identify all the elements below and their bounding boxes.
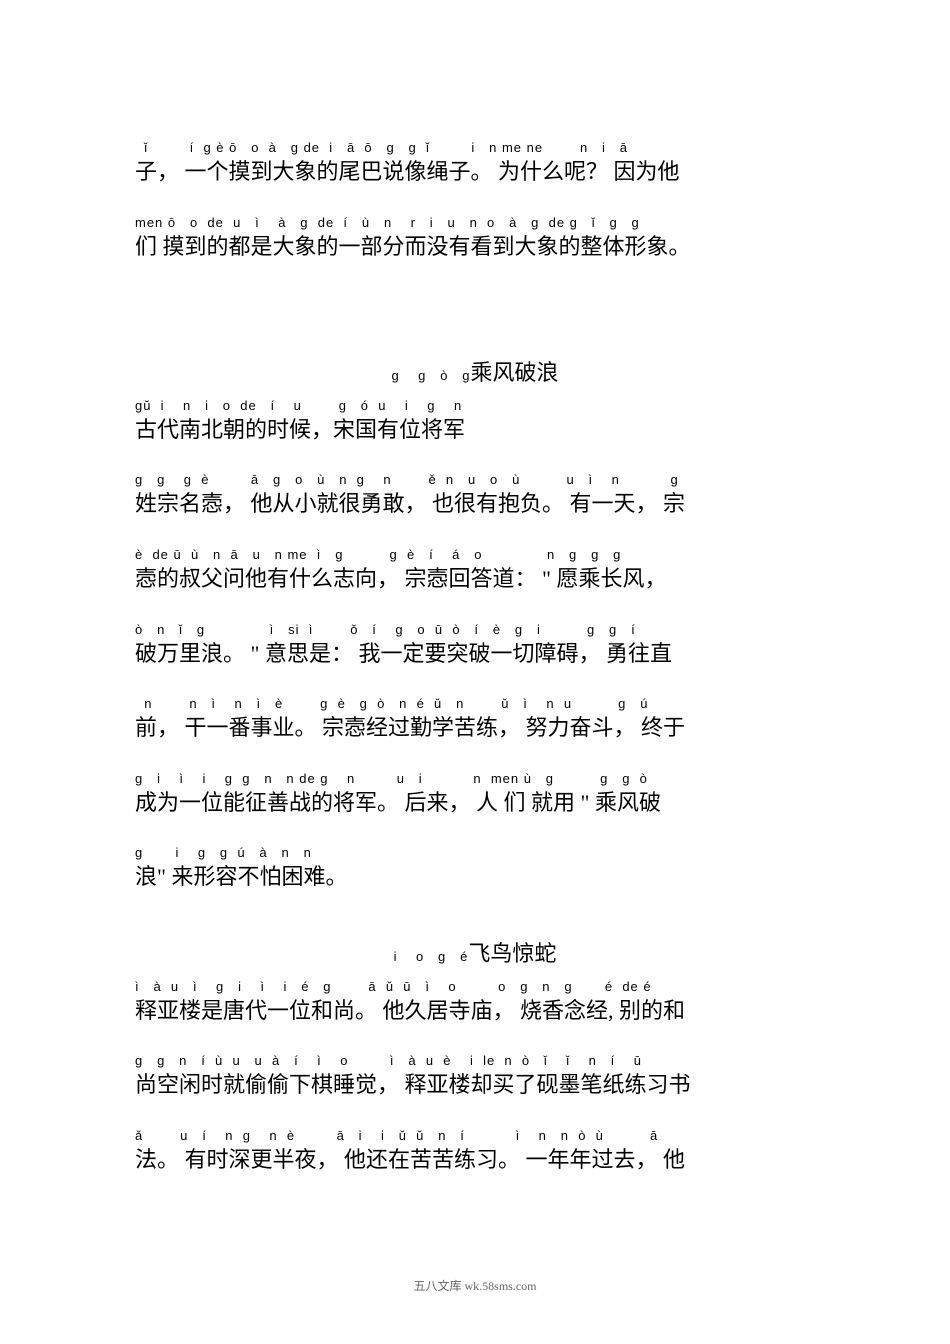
pinyin-text: g g g è ā g o ù n g n ě n u o ù u ì n g bbox=[135, 472, 815, 488]
text-line: g g g è ā g o ù n g n ě n u o ù u ì n g 姓… bbox=[135, 472, 815, 519]
pinyin-text: g i ì i g g n n de g n u i n men ù g g g… bbox=[135, 771, 815, 787]
section-title: g g ò g乘风破浪 bbox=[135, 359, 815, 388]
pinyin-text: g i g g ú à n n bbox=[135, 845, 815, 861]
hanzi-text: 悫的叔父问他有什么志向， 宗悫回答道： " 愿乘长风， bbox=[135, 565, 815, 594]
pinyin-text: ì à u ì g i ì i é g ā ǔ ū ì o o g n g é … bbox=[135, 979, 815, 995]
text-line: g i g g ú à n n 浪" 来形容不怕困难。 bbox=[135, 845, 815, 892]
section-title: i o g é飞鸟惊蛇 bbox=[135, 940, 815, 969]
text-line: g g n í ù u u à í ì o ì à u è i le n ò ǐ… bbox=[135, 1053, 815, 1100]
pinyin-text: gŭ i n i o de í u g ó u i g n bbox=[135, 398, 815, 414]
hanzi-text: 乘风破浪 bbox=[471, 359, 559, 388]
hanzi-text: 飞鸟惊蛇 bbox=[468, 940, 556, 969]
hanzi-text: 成为一位能征善战的将军。 后来， 人 们 就用 " 乘风破 bbox=[135, 789, 815, 818]
hanzi-text: 法。 有时深更半夜， 他还在苦苦练习。 一年年过去， 他 bbox=[135, 1146, 815, 1175]
text-line: è de ū ù n ā u n me ì g g è í á o n g g … bbox=[135, 547, 815, 594]
hanzi-text: 尚空闲时就偷偷下棋睡觉， 释亚楼却买了砚墨笔纸练习书 bbox=[135, 1071, 815, 1100]
text-line: ì à u ì g i ì i é g ā ǔ ū ì o o g n g é … bbox=[135, 979, 815, 1026]
pinyin-text: g g ò g bbox=[391, 368, 470, 384]
hanzi-text: 子， 一个摸到大象的尾巴说像绳子。 为什么呢？ 因为他 bbox=[135, 158, 815, 187]
text-line: ò n ǐ g ì si ì ǒ í g o ū ò í è g i g g í… bbox=[135, 622, 815, 669]
text-line: g i ì i g g n n de g n u i n men ù g g g… bbox=[135, 771, 815, 818]
pinyin-text: i o g é bbox=[394, 949, 469, 965]
section-gap bbox=[135, 920, 815, 940]
section-gap bbox=[135, 289, 815, 359]
text-line: n n ì n ì è g è g ò n é ǔ n ǔ ì n u g ú 前… bbox=[135, 696, 815, 743]
text-line: ǐ í g è ō o à g de i ā ō g g ǐ i n me ne… bbox=[135, 140, 815, 187]
hanzi-text: 姓宗名悫， 他从小就很勇敢， 也很有抱负。 有一天， 宗 bbox=[135, 490, 815, 519]
footer-text: 五八文库 wk.58sms.com bbox=[0, 1277, 950, 1294]
hanzi-text: 释亚楼是唐代一位和尚。 他久居寺庙， 烧香念经, 别的和 bbox=[135, 997, 815, 1026]
pinyin-text: g g n í ù u u à í ì o ì à u è i le n ò ǐ… bbox=[135, 1053, 815, 1069]
pinyin-text: è de ū ù n ā u n me ì g g è í á o n g g … bbox=[135, 547, 815, 563]
hanzi-text: 浪" 来形容不怕困难。 bbox=[135, 863, 815, 892]
text-line: men ō o de u ì à g de í ù n r i u n o à … bbox=[135, 215, 815, 262]
text-line: ǎ u í n g n è ā i i ǔ ǔ n í ì n n ò ù ā 法… bbox=[135, 1128, 815, 1175]
pinyin-text: ò n ǐ g ì si ì ǒ í g o ū ò í è g i g g í bbox=[135, 622, 815, 638]
text-line: gŭ i n i o de í u g ó u i g n 古代南北朝的时候，宋国… bbox=[135, 398, 815, 445]
pinyin-text: ǐ í g è ō o à g de i ā ō g g ǐ i n me ne… bbox=[135, 140, 815, 156]
pinyin-text: n n ì n ì è g è g ò n é ǔ n ǔ ì n u g ú bbox=[135, 696, 815, 712]
hanzi-text: 破万里浪。 " 意思是： 我一定要突破一切障碍， 勇往直 bbox=[135, 640, 815, 669]
pinyin-text: men ō o de u ì à g de í ù n r i u n o à … bbox=[135, 215, 815, 231]
hanzi-text: 前， 干一番事业。 宗悫经过勤学苦练， 努力奋斗， 终于 bbox=[135, 714, 815, 743]
pinyin-text: ǎ u í n g n è ā i i ǔ ǔ n í ì n n ò ù ā bbox=[135, 1128, 815, 1144]
hanzi-text: 古代南北朝的时候，宋国有位将军 bbox=[135, 416, 815, 445]
hanzi-text: 们 摸到的都是大象的一部分而没有看到大象的整体形象。 bbox=[135, 233, 815, 262]
document-body: ǐ í g è ō o à g de i ā ō g g ǐ i n me ne… bbox=[135, 140, 815, 1174]
